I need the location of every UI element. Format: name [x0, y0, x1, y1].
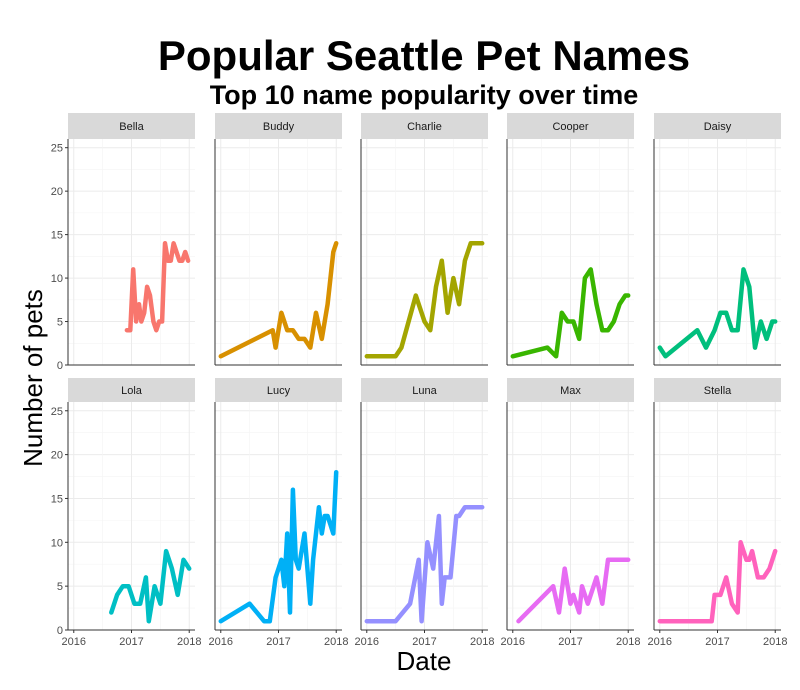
facet-strip-label: Cooper — [552, 121, 588, 133]
x-tick-label: 2016 — [648, 636, 672, 648]
series-line-stella — [657, 540, 778, 624]
facet-panel: Lola 0 5 10 15 20 25 2016 2017 2018 — [51, 378, 201, 648]
y-tick-label: 10 — [51, 537, 63, 549]
x-axis-title: Date — [397, 646, 452, 676]
x-tick-label: 2016 — [62, 636, 86, 648]
facet-strip-label: Stella — [704, 385, 732, 397]
facet-strip-label: Lucy — [267, 385, 291, 397]
facet-strip-label: Charlie — [407, 121, 442, 133]
y-tick-label: 5 — [57, 317, 63, 329]
y-tick-label: 15 — [51, 493, 63, 505]
y-tick-label: 15 — [51, 230, 63, 242]
y-tick-label: 20 — [51, 450, 63, 462]
series-line-max — [516, 557, 631, 624]
facet-strip-label: Bella — [119, 121, 144, 133]
x-tick-label: 2016 — [501, 636, 525, 648]
facet-strip — [361, 113, 488, 139]
series-line-lola — [109, 548, 192, 624]
facet-strip — [654, 378, 781, 402]
x-tick-label: 2017 — [266, 636, 290, 648]
series-line-buddy — [218, 241, 339, 359]
facet-panel: Luna 2016 2017 2018 — [355, 378, 494, 648]
facet-strip — [361, 378, 488, 402]
x-tick-label: 2018 — [177, 636, 201, 648]
facet-strip — [68, 378, 195, 402]
y-axis-title: Number of pets — [18, 289, 48, 467]
x-tick-label: 2016 — [355, 636, 379, 648]
series-line-lucy — [218, 469, 339, 624]
x-tick-label: 2018 — [616, 636, 640, 648]
x-tick-label: 2017 — [705, 636, 729, 648]
chart-title: Popular Seattle Pet Names — [158, 32, 690, 79]
facet-strip-label: Daisy — [704, 121, 732, 133]
y-tick-label: 25 — [51, 406, 63, 418]
facet-strip — [507, 378, 634, 402]
facet-strip — [215, 113, 342, 139]
facet-panel: Max 2016 2017 2018 — [501, 378, 640, 648]
y-tick-label: 0 — [57, 625, 63, 637]
facet-panel: Charlie — [360, 113, 488, 366]
facet-strip-label: Luna — [412, 385, 437, 397]
series-line-cooper — [510, 267, 631, 359]
y-tick-label: 25 — [51, 143, 63, 155]
facet-strip — [68, 113, 195, 139]
x-tick-label: 2018 — [324, 636, 348, 648]
facet-panel: Cooper — [506, 113, 634, 366]
y-tick-label: 5 — [57, 581, 63, 593]
series-line-charlie — [364, 241, 485, 359]
y-tick-label: 10 — [51, 273, 63, 285]
x-tick-label: 2017 — [412, 636, 436, 648]
y-tick-label: 20 — [51, 186, 63, 198]
x-tick-label: 2016 — [209, 636, 233, 648]
series-line-daisy — [657, 267, 778, 359]
facet-panel: Bella 0 5 10 15 20 25 — [51, 113, 195, 372]
series-line-luna — [364, 504, 485, 624]
x-tick-label: 2018 — [470, 636, 494, 648]
facet-panels: Bella 0 5 10 15 20 25 Buddy Charlie Cooper Daisy Lo… — [51, 113, 787, 648]
facet-strip-label: Buddy — [263, 121, 295, 133]
facet-strip — [215, 378, 342, 402]
chart-subtitle: Top 10 name popularity over time — [210, 80, 639, 110]
facet-panel: Buddy — [214, 113, 342, 366]
x-tick-label: 2018 — [763, 636, 787, 648]
x-tick-label: 2017 — [558, 636, 582, 648]
facet-panel: Daisy — [653, 113, 781, 366]
facet-strip — [507, 113, 634, 139]
facet-strip-label: Lola — [121, 385, 143, 397]
facet-strip — [654, 113, 781, 139]
facet-strip-label: Max — [560, 385, 581, 397]
series-line-bella — [124, 241, 191, 333]
y-tick-label: 0 — [57, 360, 63, 372]
facet-panel: Stella 2016 2017 2018 — [648, 378, 787, 648]
facet-panel: Lucy 2016 2017 2018 — [209, 378, 348, 648]
x-tick-label: 2017 — [119, 636, 143, 648]
